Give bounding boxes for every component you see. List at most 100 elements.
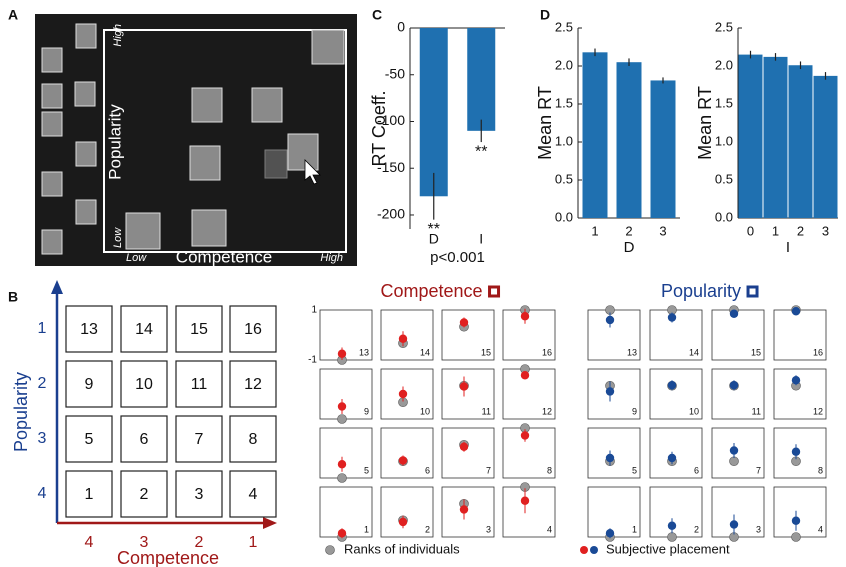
subplot-frame — [649, 368, 703, 420]
subplot-frame — [319, 368, 373, 420]
x-tick-label: 1 — [591, 223, 598, 238]
grid-cell — [65, 360, 113, 408]
annotation: ** — [428, 221, 440, 238]
cell-number: 16 — [244, 321, 262, 338]
cell-number: 16 — [813, 347, 823, 357]
placement-dot — [459, 382, 469, 391]
placement-dot — [667, 521, 677, 530]
y-tick-label: 0.0 — [555, 209, 573, 224]
y-tick-label: 1.5 — [715, 95, 733, 110]
cell-number: 10 — [689, 406, 699, 416]
rank-dot — [729, 456, 739, 467]
subplot-frame — [380, 486, 434, 538]
cell-number: 9 — [85, 376, 94, 393]
grid-cell — [175, 470, 223, 518]
cell-number: 9 — [632, 406, 637, 416]
subplot-frame — [380, 309, 434, 361]
placement-dot — [337, 529, 347, 538]
axis-end-label: Low — [112, 227, 124, 248]
x-tick-label: 2 — [625, 223, 632, 238]
panel-letter: B — [8, 289, 18, 305]
placement-dot — [398, 334, 408, 343]
y-axis-label: RT Coeff. — [369, 90, 389, 166]
y-tick-label: 0.5 — [715, 171, 733, 186]
subplot-frame — [441, 427, 495, 479]
placement-dot — [398, 517, 408, 527]
x-tick-label: 1 — [249, 534, 258, 551]
placement-dot — [459, 505, 469, 514]
y-tick-label: 0.5 — [555, 171, 573, 186]
cell-number: 6 — [140, 431, 149, 448]
subplot-frame — [587, 368, 641, 420]
cell-number: 6 — [694, 465, 699, 475]
cell-number: 8 — [547, 465, 552, 475]
y-tick-label: -200 — [377, 206, 405, 222]
cell-number: 1 — [85, 486, 94, 503]
x-tick-label: 3 — [659, 223, 666, 238]
axis-label: Competence — [176, 247, 272, 266]
grid-cell — [65, 415, 113, 463]
cell-number: 1 — [632, 524, 637, 534]
rank-dot — [337, 414, 347, 424]
cell-number: 3 — [486, 524, 491, 534]
y-tick-label: 3 — [38, 430, 47, 447]
legend-label: Subjective placement — [606, 541, 730, 556]
note: p<0.001 — [430, 249, 485, 266]
cell-number: 7 — [756, 465, 761, 475]
x-tick-label: 4 — [85, 534, 94, 551]
bar — [582, 52, 608, 218]
title-swatch-inner — [749, 288, 756, 295]
placement-dot — [605, 529, 615, 538]
axis-end-label: Low — [126, 252, 147, 264]
cell-number: 7 — [486, 465, 491, 475]
subplot-frame — [773, 486, 827, 538]
cell-number: 5 — [632, 465, 637, 475]
placement-dot — [667, 313, 677, 322]
rank-dot — [791, 532, 801, 542]
grid-cell — [229, 470, 277, 518]
cell-number: 5 — [85, 431, 94, 448]
cell-number: 15 — [190, 321, 208, 338]
grid-cell — [120, 305, 168, 353]
panel-letter: A — [8, 7, 18, 23]
subplot-frame — [587, 427, 641, 479]
legend-label: Ranks of individuals — [344, 541, 460, 556]
placement-dot — [791, 307, 801, 316]
placement-dot — [520, 312, 530, 321]
cell-number: 10 — [420, 406, 430, 416]
panel-title: Competence — [380, 281, 482, 301]
y-tick-label: 2.0 — [555, 57, 573, 72]
cell-number: 12 — [813, 406, 823, 416]
grid-axes — [51, 280, 277, 529]
y-tick-label: 1.0 — [555, 133, 573, 148]
y-tick-label: -150 — [377, 159, 405, 175]
title-swatch-inner — [491, 288, 498, 295]
subplot-frame — [380, 427, 434, 479]
y-tick-label: 2.5 — [555, 19, 573, 34]
x-tick-label: D — [429, 231, 439, 247]
x-tick-label: 3 — [822, 223, 829, 238]
cell-number: 14 — [135, 321, 153, 338]
bar — [763, 56, 788, 218]
subplot-frame — [649, 486, 703, 538]
x-tick-label: 1 — [772, 223, 779, 238]
placement-dot — [520, 431, 530, 440]
y-tick-label: 0 — [397, 19, 405, 35]
placement-dot — [520, 371, 530, 380]
subplot-frame — [711, 486, 765, 538]
cell-number: 13 — [80, 321, 98, 338]
placement-dot — [729, 446, 739, 455]
cell-number: 11 — [482, 406, 491, 416]
legend-marker — [325, 545, 335, 555]
grid-cell — [229, 305, 277, 353]
placement-dot — [398, 389, 408, 399]
axis-label: Competence — [117, 548, 219, 567]
axis-end-label: High — [320, 252, 343, 264]
placement-dot — [605, 453, 615, 463]
cell-number: 8 — [818, 465, 823, 475]
cell-number: 2 — [694, 524, 699, 534]
subplot-frame — [711, 368, 765, 420]
grid-cell — [175, 415, 223, 463]
bar — [419, 28, 448, 197]
placement-dot — [459, 318, 469, 327]
